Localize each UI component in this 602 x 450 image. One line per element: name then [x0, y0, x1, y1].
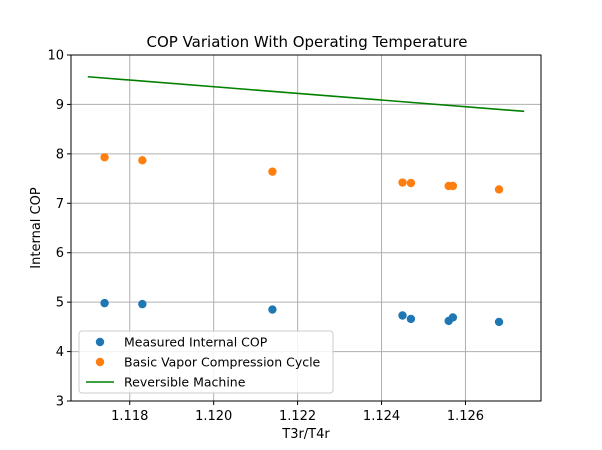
measured-internal-cop-point: [138, 299, 147, 309]
basic-vapor-compression-cycle-point: [398, 178, 407, 187]
measured-internal-cop-point: [494, 317, 504, 327]
measured-internal-cop-legend-marker: [95, 337, 105, 347]
basic-vapor-compression-cycle-point: [268, 167, 277, 176]
y-axis-label: Internal COP: [29, 187, 44, 269]
measured-internal-cop-point: [398, 311, 407, 320]
basic-vapor-compression-cycle-legend-marker: [95, 357, 105, 367]
y-tick-label: 10: [47, 49, 64, 64]
chart-title: COP Variation With Operating Temperature: [146, 33, 467, 51]
basic-vapor-compression-cycle-legend-label: Basic Vapor Compression Cycle: [124, 355, 321, 370]
y-tick-label: 9: [56, 98, 64, 113]
x-tick-label: 1.118: [111, 409, 148, 424]
x-tick-label: 1.124: [363, 409, 400, 424]
grid: [71, 54, 541, 402]
legend: Measured Internal COP Basic Vapor Compres…: [78, 330, 334, 394]
x-axis-ticks: 1.118 1.120 1.122 1.124 1.126: [111, 401, 484, 424]
y-tick-label: 3: [56, 395, 64, 410]
measured-internal-cop-legend-label: Measured Internal COP: [124, 335, 268, 350]
x-tick-label: 1.120: [195, 409, 232, 424]
series-layer: [87, 75, 525, 327]
x-tick-label: 1.126: [447, 409, 484, 424]
measured-internal-cop-point: [448, 313, 458, 322]
reversible-machine-line: [87, 75, 525, 113]
y-tick-label: 4: [56, 345, 64, 360]
basic-vapor-compression-cycle-point: [406, 178, 416, 188]
y-tick-label: 5: [56, 296, 64, 311]
x-axis-label: T3r/T4r: [281, 427, 330, 442]
reversible-machine-legend-label: Reversible Machine: [124, 375, 246, 390]
measured-internal-cop-point: [406, 314, 416, 324]
basic-vapor-compression-cycle-point: [138, 156, 147, 165]
plot-frame: [70, 54, 542, 402]
basic-vapor-compression-cycle-point: [494, 185, 504, 194]
y-tick-label: 7: [56, 197, 64, 212]
measured-internal-cop-point: [268, 305, 277, 314]
y-tick-label: 8: [56, 147, 64, 162]
basic-vapor-compression-cycle-point: [448, 181, 458, 191]
basic-vapor-compression-cycle-point: [100, 153, 109, 162]
x-tick-label: 1.122: [279, 409, 316, 424]
measured-internal-cop-point: [100, 298, 109, 308]
y-axis-ticks: 3 4 5 6 7 8 9 10: [47, 49, 71, 410]
y-tick-label: 6: [56, 246, 64, 261]
legend-box: [78, 330, 334, 394]
